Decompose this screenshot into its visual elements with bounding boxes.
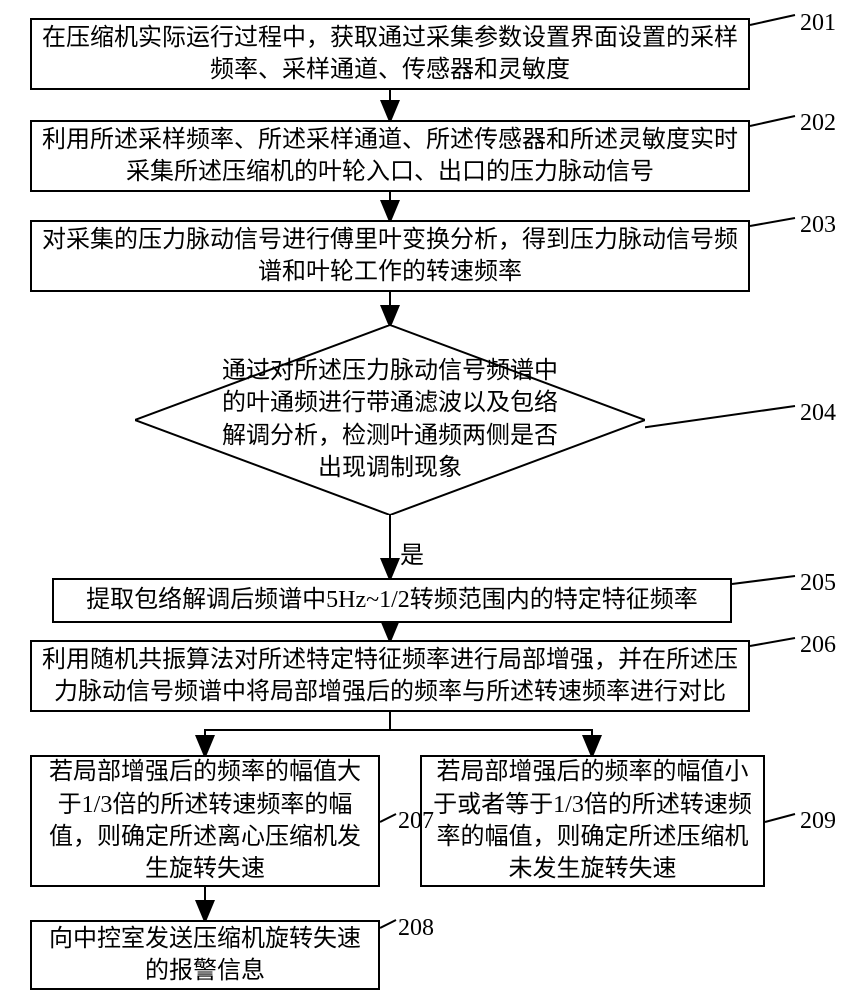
flow-step-208: 向中控室发送压缩机旋转失速的报警信息 (30, 920, 380, 990)
flow-step-text: 提取包络解调后频谱中5Hz~1/2转频范围内的特定特征频率 (86, 584, 698, 616)
step-number-205: 205 (800, 570, 836, 597)
step-number-209: 209 (800, 808, 836, 835)
step-number-204: 204 (800, 400, 836, 427)
flow-step-text: 向中控室发送压缩机旋转失速的报警信息 (42, 923, 368, 988)
step-number-207: 207 (398, 808, 434, 835)
flow-step-text: 在压缩机实际运行过程中，获取通过采集参数设置界面设置的采样频率、采样通道、传感器… (42, 22, 738, 87)
step-number-208: 208 (398, 915, 434, 942)
flow-step-201: 在压缩机实际运行过程中，获取通过采集参数设置界面设置的采样频率、采样通道、传感器… (30, 18, 750, 90)
step-number-201: 201 (800, 10, 836, 37)
flow-step-text: 利用所述采样频率、所述采样通道、所述传感器和所述灵敏度实时采集所述压缩机的叶轮入… (42, 124, 738, 189)
flow-step-205: 提取包络解调后频谱中5Hz~1/2转频范围内的特定特征频率 (52, 578, 732, 623)
step-number-202: 202 (800, 110, 836, 137)
flow-step-text: 若局部增强后的频率的幅值小于或者等于1/3倍的所述转速频率的幅值，则确定所述压缩… (432, 756, 753, 886)
flow-step-text: 利用随机共振算法对所述特定特征频率进行局部增强，并在所述压力脉动信号频谱中将局部… (42, 644, 738, 709)
edge-label: 是 (400, 535, 424, 570)
flow-step-207: 若局部增强后的频率的幅值大于1/3倍的所述转速频率的幅值，则确定所述离心压缩机发… (30, 755, 380, 887)
flow-step-209: 若局部增强后的频率的幅值小于或者等于1/3倍的所述转速频率的幅值，则确定所述压缩… (420, 755, 765, 887)
flow-step-text: 对采集的压力脉动信号进行傅里叶变换分析，得到压力脉动信号频谱和叶轮工作的转速频率 (42, 224, 738, 289)
flow-decision-text: 通过对所述压力脉动信号频谱中的叶通频进行带通滤波以及包络解调分析，检测叶通频两侧… (212, 355, 569, 485)
step-number-203: 203 (800, 212, 836, 239)
flow-decision-204: 通过对所述压力脉动信号频谱中的叶通频进行带通滤波以及包络解调分析，检测叶通频两侧… (135, 325, 645, 515)
flow-step-text: 若局部增强后的频率的幅值大于1/3倍的所述转速频率的幅值，则确定所述离心压缩机发… (42, 756, 368, 886)
flow-step-202: 利用所述采样频率、所述采样通道、所述传感器和所述灵敏度实时采集所述压缩机的叶轮入… (30, 120, 750, 192)
flow-step-203: 对采集的压力脉动信号进行傅里叶变换分析，得到压力脉动信号频谱和叶轮工作的转速频率 (30, 220, 750, 292)
step-number-206: 206 (800, 632, 836, 659)
flowchart-canvas: 在压缩机实际运行过程中，获取通过采集参数设置界面设置的采样频率、采样通道、传感器… (0, 0, 863, 1000)
flow-step-206: 利用随机共振算法对所述特定特征频率进行局部增强，并在所述压力脉动信号频谱中将局部… (30, 640, 750, 712)
